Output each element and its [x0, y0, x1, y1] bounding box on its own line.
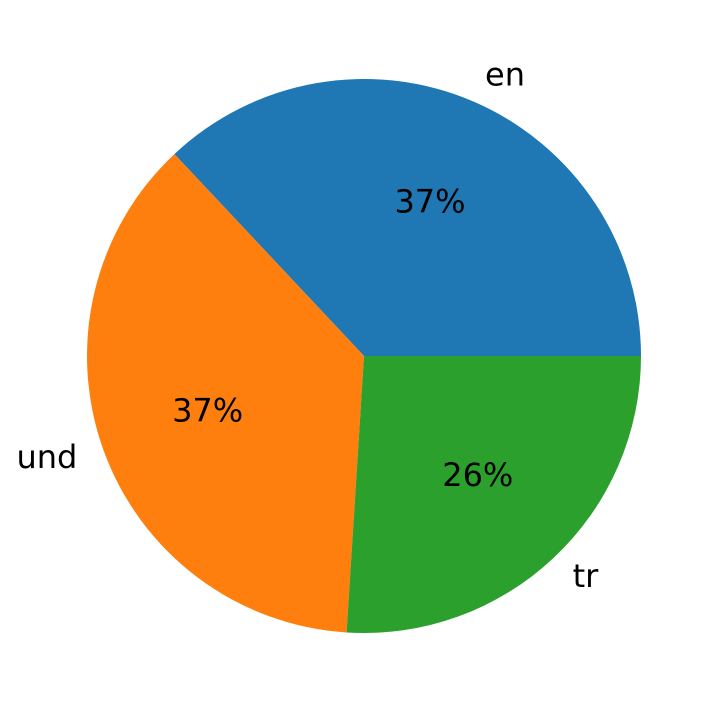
- value-label: 26%: [442, 456, 513, 494]
- pie-slice: [86, 154, 364, 633]
- slice-label: tr: [573, 557, 600, 595]
- value-label: 37%: [172, 391, 243, 429]
- pie-slice: [174, 78, 642, 356]
- slice-label: und: [16, 438, 77, 476]
- slice-label: en: [485, 55, 525, 93]
- pie-slice: [346, 356, 641, 634]
- value-label: 37%: [394, 182, 465, 220]
